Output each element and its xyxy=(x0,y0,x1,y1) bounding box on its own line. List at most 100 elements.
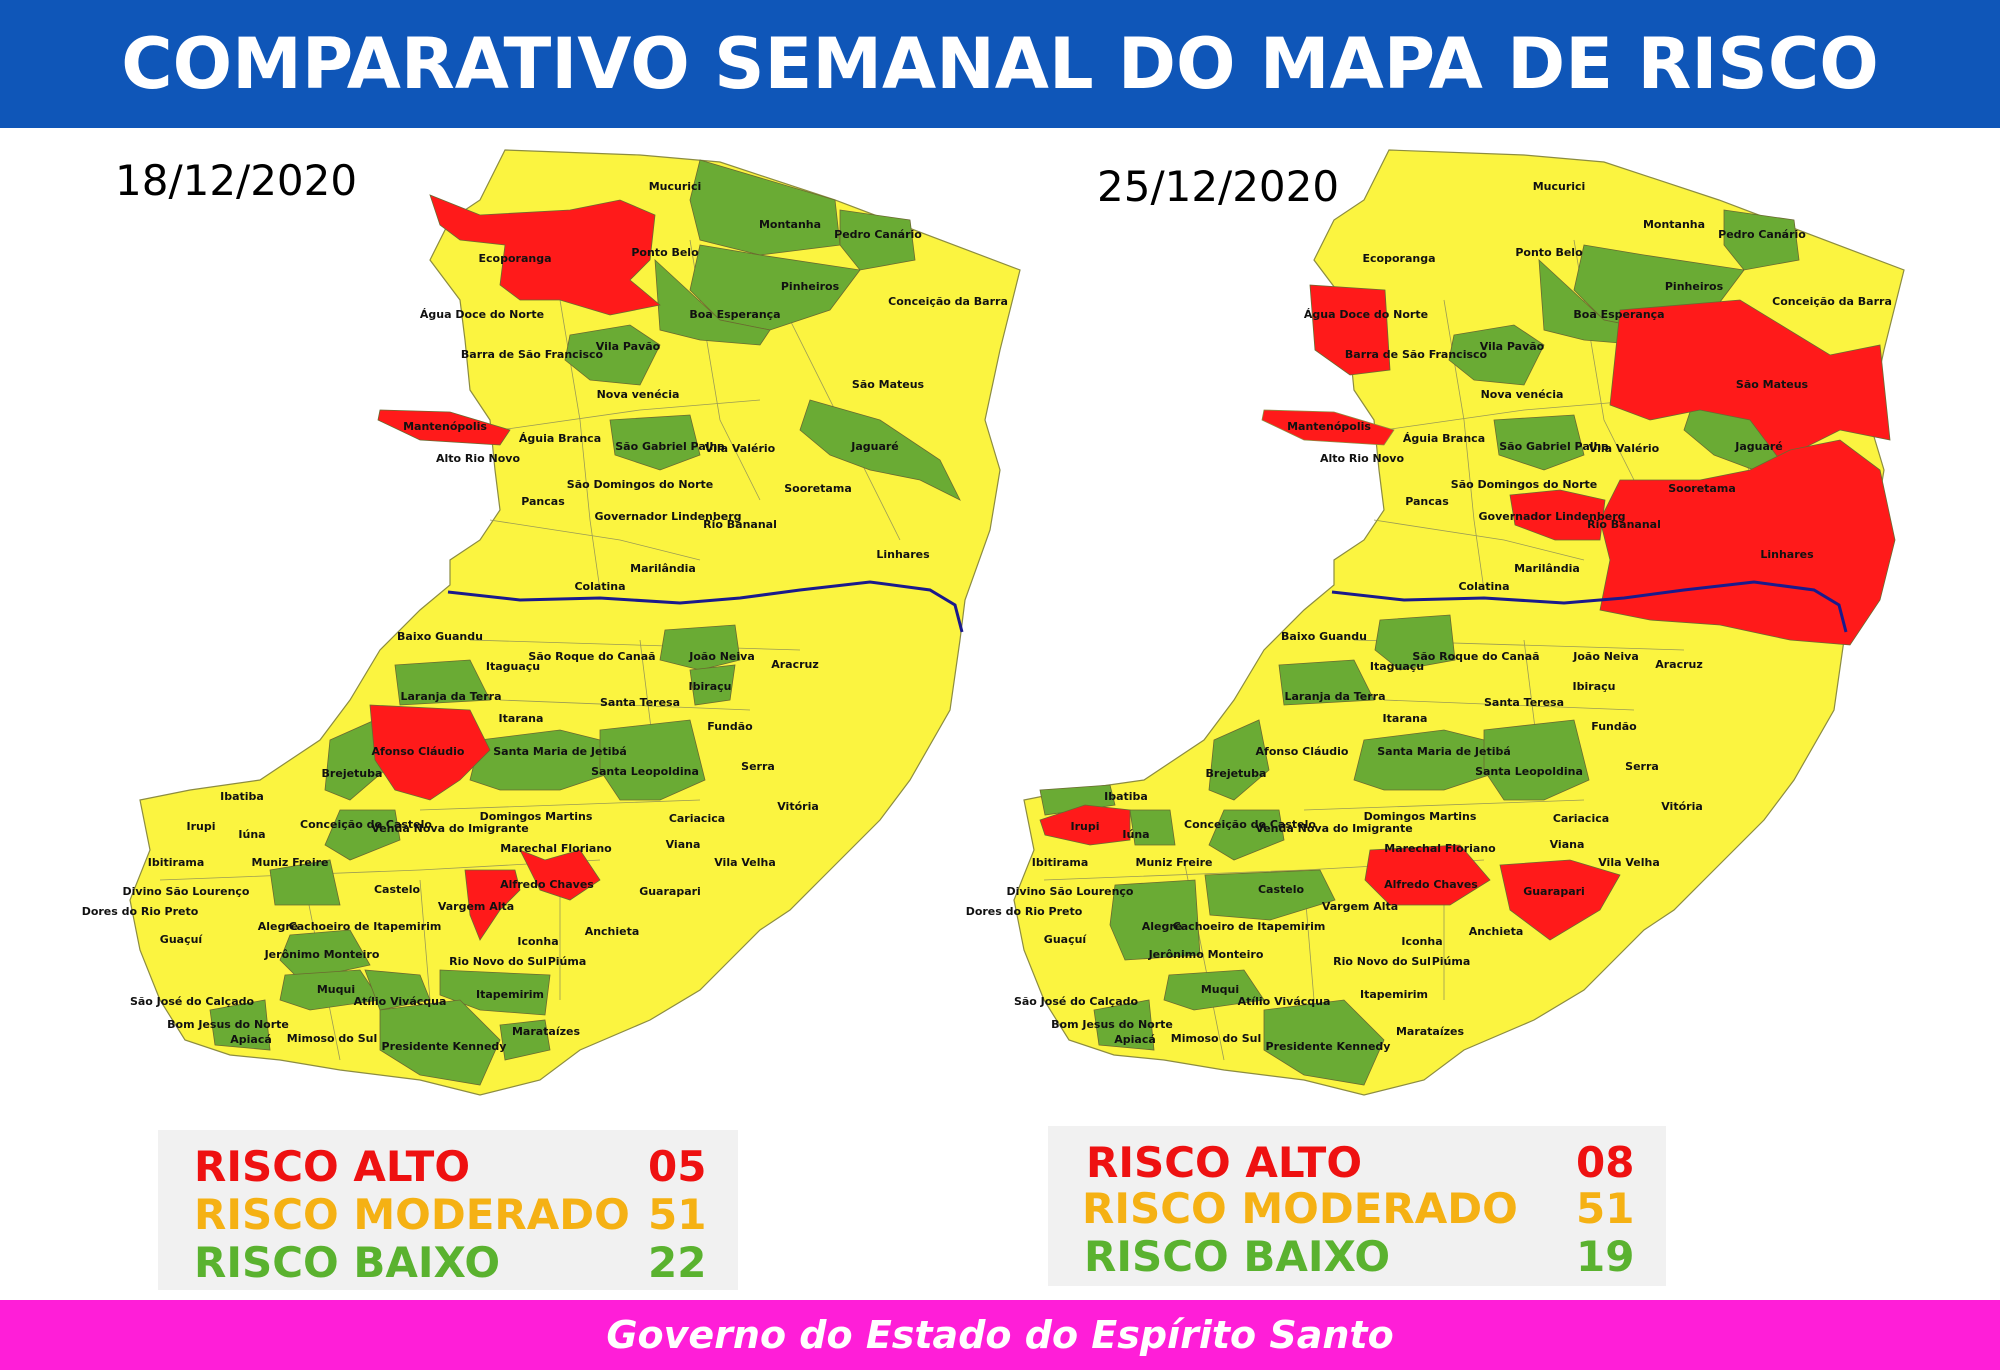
high-risk-region xyxy=(464,869,521,941)
municipality-label: São Domingos do Norte xyxy=(567,478,713,491)
municipality-label: Governador Lindenberg xyxy=(1479,510,1626,523)
page-title: COMPARATIVO SEMANAL DO MAPA DE RISCO xyxy=(121,23,1879,105)
municipal-border xyxy=(499,399,761,431)
municipality-label: Vila Pavão xyxy=(596,340,661,353)
municipality-label: Vila Valério xyxy=(1589,442,1660,455)
rio-doce-river xyxy=(447,580,964,633)
municipality-label: Rio Novo do Sul xyxy=(1333,955,1431,968)
municipality-label: Domingos Martins xyxy=(1364,810,1477,823)
high-risk-region xyxy=(429,194,661,316)
legend-alto-value: 08 xyxy=(1576,1138,1635,1187)
low-risk-region xyxy=(689,244,861,331)
municipality-label: Água Doce do Norte xyxy=(420,308,544,321)
municipality-label: Ibitirama xyxy=(148,856,205,869)
low-risk-region xyxy=(1448,324,1545,386)
municipality-label: Iconha xyxy=(1401,935,1442,948)
municipality-label: Muniz Freire xyxy=(252,856,329,869)
high-risk-region xyxy=(1261,409,1395,446)
municipality-label: São José do Calçado xyxy=(130,995,255,1008)
legend-baixo-value: 22 xyxy=(648,1238,707,1287)
municipal-border xyxy=(1373,519,1585,561)
municipality-label: Vila Velha xyxy=(714,856,776,869)
municipality-label: Santa Maria de Jetibá xyxy=(1377,745,1511,758)
low-risk-region xyxy=(1493,414,1585,471)
low-risk-region xyxy=(609,414,701,471)
legend-alto-value: 05 xyxy=(648,1142,707,1191)
municipal-border xyxy=(419,799,701,811)
low-risk-region xyxy=(1374,614,1456,671)
municipality-label: Aracruz xyxy=(771,658,819,671)
municipality-label: Ibiraçu xyxy=(1573,680,1616,693)
municipality-label: Governador Lindenberg xyxy=(595,510,742,523)
low-risk-region xyxy=(799,399,961,501)
municipality-label: São Roque do Canaã xyxy=(528,650,655,663)
municipality-label: Ecoporanga xyxy=(1363,252,1436,265)
high-risk-region xyxy=(1039,804,1131,846)
legend-moderado-value: 51 xyxy=(648,1190,707,1239)
municipal-border xyxy=(1383,699,1635,711)
municipality-label: Marataízes xyxy=(512,1025,581,1038)
municipality-label: Águia Branca xyxy=(1403,432,1485,445)
municipality-label: Guarapari xyxy=(1523,885,1585,898)
low-risk-region xyxy=(654,259,771,346)
low-risk-region xyxy=(1093,999,1155,1051)
low-risk-region xyxy=(364,969,431,1011)
municipality-label: Baixo Guandu xyxy=(1281,630,1367,643)
municipality-label: Itarana xyxy=(499,712,544,725)
municipality-label: Bom Jesus do Norte xyxy=(1051,1018,1173,1031)
municipality-label: Vitória xyxy=(1661,800,1703,813)
municipality-label: Piúma xyxy=(1432,955,1471,968)
map-date-left: 18/12/2020 xyxy=(115,156,358,205)
municipality-label: Itaguaçu xyxy=(1370,660,1424,673)
municipality-label: Jaguaré xyxy=(850,440,899,453)
municipality-label: Marechal Floriano xyxy=(500,842,612,855)
municipality-label: Anchieta xyxy=(1469,925,1524,938)
municipality-label: Castelo xyxy=(374,883,421,896)
municipality-label: Jerônimo Monteiro xyxy=(1148,948,1264,961)
municipality-label: Mimoso do Sul xyxy=(1171,1032,1261,1045)
municipality-label: Laranja da Terra xyxy=(400,690,501,703)
low-risk-region xyxy=(599,719,706,801)
municipality-label: Nova venécia xyxy=(1481,388,1564,401)
high-risk-region xyxy=(369,704,491,801)
municipality-label: Viana xyxy=(666,838,701,851)
municipality-label: Guaçuí xyxy=(1044,933,1088,946)
municipality-label: Conceição do Castelo xyxy=(300,818,432,831)
municipality-label: Venda Nova do Imigrante xyxy=(371,822,528,835)
municipality-label: Mucurici xyxy=(649,180,702,193)
municipality-label: Afonso Cláudio xyxy=(1256,745,1349,758)
municipality-label: Conceição da Barra xyxy=(1772,295,1892,308)
municipality-label: Marechal Floriano xyxy=(1384,842,1496,855)
municipality-label: Santa Leopoldina xyxy=(591,765,699,778)
rio-doce-river xyxy=(1331,580,1848,633)
municipality-label: Dores do Rio Preto xyxy=(82,905,199,918)
municipality-label: Santa Teresa xyxy=(600,696,680,709)
municipality-label: Alegre xyxy=(1142,920,1183,933)
high-risk-region xyxy=(1509,489,1606,541)
municipality-label: Baixo Guandu xyxy=(397,630,483,643)
high-risk-region xyxy=(519,849,601,901)
legend-row-baixo: RISCO BAIXO 19 xyxy=(1048,1232,1666,1282)
municipality-label: Presidente Kennedy xyxy=(382,1040,507,1053)
municipality-label: Sooretama xyxy=(1668,482,1736,495)
municipality-label: Iconha xyxy=(517,935,558,948)
low-risk-region xyxy=(324,719,386,801)
municipality-label: Rio Bananal xyxy=(703,518,777,531)
municipality-label: Marilândia xyxy=(1514,562,1580,575)
municipality-label: Serra xyxy=(1625,760,1659,773)
high-risk-region xyxy=(1309,284,1391,376)
municipality-label: Ecoporanga xyxy=(479,252,552,265)
municipality-label: Dores do Rio Preto xyxy=(966,905,1083,918)
municipality-label: Brejetuba xyxy=(322,767,383,780)
municipality-label: Colatina xyxy=(574,580,625,593)
municipality-label: Vila Pavão xyxy=(1480,340,1545,353)
municipality-label: Linhares xyxy=(1760,548,1814,561)
legend-row-baixo: RISCO BAIXO 22 xyxy=(158,1238,738,1288)
legend-row-moderado: RISCO MODERADO 51 xyxy=(1048,1184,1666,1234)
municipality-label: Montanha xyxy=(1643,218,1705,231)
high-risk-region xyxy=(377,409,511,446)
low-risk-region xyxy=(659,624,741,671)
low-risk-region xyxy=(439,969,551,1016)
municipality-label: Cachoeiro de Itapemirim xyxy=(1173,920,1326,933)
